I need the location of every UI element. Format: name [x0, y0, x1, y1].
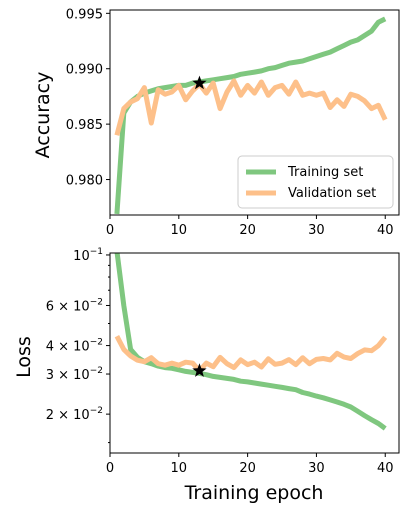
loss-series-group	[114, 253, 388, 431]
legend: Training set Validation set	[237, 155, 394, 209]
loss-y-tick-label: 10−1	[73, 247, 103, 264]
loss-axes-frame	[109, 252, 400, 454]
accuracy-y-tick-label: 0.995	[66, 7, 103, 22]
x-axis-label: Training epoch	[184, 482, 324, 504]
accuracy-best-epoch-star-marker	[192, 75, 207, 90]
loss-series-validation-line	[114, 335, 388, 374]
legend-label-validation: Validation set	[288, 186, 376, 201]
accuracy-x-ticks: 0 10 20 30 40	[106, 215, 394, 238]
loss-x-tick-label: 10	[171, 461, 188, 476]
loss-x-tick-label: 20	[239, 461, 256, 476]
accuracy-axes-frame	[109, 9, 400, 216]
loss-best-marker-group	[192, 363, 207, 377]
accuracy-y-tick-label: 0.980	[66, 174, 103, 189]
loss-y-tick-label: 6 × 10−2	[46, 297, 103, 314]
loss-y-tick-label: 3 × 10−2	[46, 366, 103, 383]
accuracy-y-axis-label: Accuracy	[32, 72, 54, 159]
accuracy-series-group	[114, 16, 388, 215]
legend-box	[237, 155, 394, 209]
loss-x-tick-label: 40	[377, 461, 394, 476]
legend-label-training: Training set	[287, 165, 363, 180]
accuracy-x-tick-label: 30	[308, 223, 325, 238]
accuracy-x-tick-label: 0	[106, 223, 114, 238]
accuracy-y-tick-label: 0.990	[66, 63, 103, 78]
loss-y-tick-label: 2 × 10−2	[46, 406, 103, 423]
loss-best-epoch-star-marker	[192, 363, 207, 377]
accuracy-y-ticks: 0.980 0.985 0.990 0.995	[66, 7, 110, 189]
loss-y-ticks: 2 × 10−2 3 × 10−2 4 × 10−2 6 × 10−2 10−1	[46, 247, 110, 444]
accuracy-best-marker-group	[192, 75, 207, 90]
loss-x-ticks: 0 10 20 30 40	[106, 453, 394, 476]
accuracy-x-tick-label: 40	[377, 223, 394, 238]
loss-y-tick-label: 4 × 10−2	[46, 338, 103, 355]
accuracy-y-tick-label: 0.985	[66, 118, 103, 133]
loss-y-axis-label: Loss	[13, 336, 35, 378]
loss-series-training-line	[114, 253, 387, 431]
loss-panel: 0 10 20 30 40 2 × 10−2 3 × 10−2 4 × 10−2 6 × 10…	[13, 247, 400, 504]
loss-x-tick-label: 30	[308, 461, 325, 476]
loss-x-tick-label: 0	[106, 461, 114, 476]
accuracy-x-tick-label: 10	[171, 223, 188, 238]
accuracy-series-training-line	[114, 16, 387, 215]
accuracy-x-tick-label: 20	[239, 223, 256, 238]
accuracy-series-validation-line	[114, 78, 388, 136]
